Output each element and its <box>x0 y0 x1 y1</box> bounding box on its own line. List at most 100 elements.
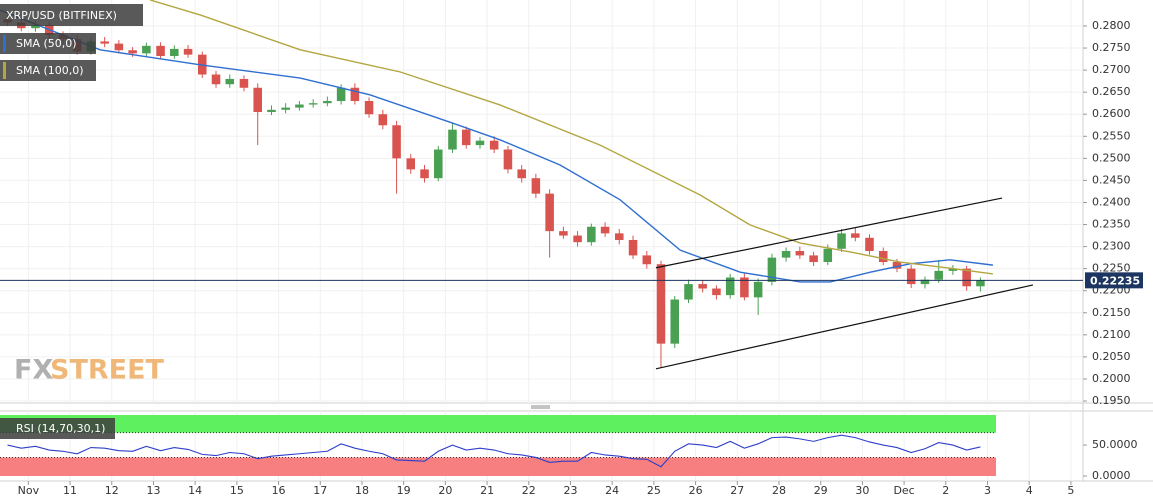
candle-body <box>587 226 596 243</box>
x-tick-label: 22 <box>522 484 536 497</box>
candle-body <box>267 109 276 113</box>
resize-handle[interactable] <box>531 405 550 409</box>
x-tick-label: 2 <box>942 484 949 497</box>
x-tick-label: 19 <box>397 484 411 497</box>
candle-body <box>531 178 541 194</box>
candle-body <box>920 279 930 285</box>
legend-label: SMA (100,0) <box>16 64 84 77</box>
candle-body <box>142 45 151 54</box>
candle-body <box>795 251 805 256</box>
candle-body <box>323 100 332 104</box>
rsi-plot <box>0 415 996 476</box>
x-tick-label: 30 <box>855 484 869 497</box>
candle-body <box>308 103 318 105</box>
y-tick-label: 0.2150 <box>1092 306 1131 319</box>
y-tick-label: 0.2450 <box>1092 173 1131 186</box>
candle-body <box>809 255 818 263</box>
candle-body <box>545 193 554 232</box>
trendline <box>655 284 1034 370</box>
candle-body <box>600 226 610 234</box>
candle-body <box>698 284 707 289</box>
candle-body <box>503 149 513 170</box>
axes: Nov 11 12 13 14 15 16 17 18 19 20 21 22 23 24 25 26 27 28 2… <box>18 19 1143 497</box>
legend-box <box>0 33 96 54</box>
candle-body <box>517 169 526 179</box>
x-tick-label: 11 <box>63 484 77 497</box>
candle-body <box>865 237 874 252</box>
legend-swatch <box>3 35 6 52</box>
candle-body <box>962 268 971 287</box>
candle-body <box>878 251 888 263</box>
candle-body <box>851 233 860 238</box>
candle-body <box>392 125 401 159</box>
rsi-line <box>7 434 981 468</box>
x-tick-label: 23 <box>563 484 577 497</box>
candle-body <box>670 299 680 344</box>
sma-line <box>149 0 994 275</box>
y-tick-label: 0.2650 <box>1092 85 1131 98</box>
x-tick-label: 15 <box>230 484 244 497</box>
candle-body <box>740 277 749 298</box>
x-tick-label: 26 <box>689 484 703 497</box>
y-tick-label: 0.2800 <box>1092 19 1131 32</box>
x-tick-label: 12 <box>105 484 119 497</box>
candle-body <box>31 25 40 29</box>
legend-box <box>0 4 143 26</box>
candle-body <box>350 87 360 101</box>
watermark-street: STREET <box>50 355 165 386</box>
y-tick-label: 50.0000 <box>1092 438 1138 451</box>
y-tick-label: 0.2750 <box>1092 41 1131 54</box>
candle-body <box>628 239 638 256</box>
y-tick-label: 0.1950 <box>1092 394 1131 407</box>
candle-body <box>364 100 374 115</box>
candle-body <box>336 87 346 101</box>
legend-box <box>0 418 115 439</box>
candle-body <box>378 114 388 126</box>
x-tick-label: 20 <box>438 484 452 497</box>
candle-body <box>656 264 666 344</box>
x-tick-label: 18 <box>355 484 369 497</box>
candle-body <box>684 284 693 300</box>
candle-body <box>225 78 235 85</box>
x-tick-label: 16 <box>272 484 286 497</box>
candle-body <box>170 48 179 56</box>
oversold-zone <box>0 457 996 476</box>
x-tick-label: 17 <box>313 484 327 497</box>
candle-body <box>211 74 221 85</box>
y-tick-label: 0.2250 <box>1092 262 1131 275</box>
x-tick-label: Nov <box>18 484 40 497</box>
candle-body <box>559 231 568 236</box>
candle-body <box>475 140 485 146</box>
rsi-title: RSI (14,70,30,1) <box>16 422 105 435</box>
x-tick-label: 29 <box>814 484 828 497</box>
x-tick-label: 27 <box>730 484 744 497</box>
candle-body <box>461 129 471 146</box>
candle-body <box>114 43 124 51</box>
y-tick-label: 0.0000 <box>1092 469 1131 482</box>
candle-body <box>642 255 652 265</box>
last-price-box <box>1085 272 1143 289</box>
y-tick-label: 0.2600 <box>1092 107 1131 120</box>
y-tick-label: 0.2400 <box>1092 195 1131 208</box>
candle-body <box>948 268 958 271</box>
y-tick-label: 0.2050 <box>1092 350 1131 363</box>
x-tick-label: 25 <box>647 484 661 497</box>
candle-body <box>892 262 902 269</box>
candle-body <box>976 280 985 287</box>
last-price-label: 0.22235 <box>1090 274 1140 287</box>
candle-body <box>725 277 735 296</box>
candle-body <box>100 41 109 44</box>
x-tick-label: 24 <box>605 484 619 497</box>
trendline <box>655 197 1003 269</box>
legend-box <box>0 60 96 81</box>
candle-body <box>573 235 582 243</box>
watermark: FX STREET <box>14 355 165 386</box>
x-tick-label: 13 <box>146 484 160 497</box>
y-tick-label: 0.2700 <box>1092 63 1131 76</box>
candle-body <box>781 251 791 258</box>
y-tick-label: 0.2300 <box>1092 240 1131 253</box>
sma-line <box>0 9 994 283</box>
x-tick-label: 21 <box>480 484 494 497</box>
candle-body <box>712 288 721 296</box>
